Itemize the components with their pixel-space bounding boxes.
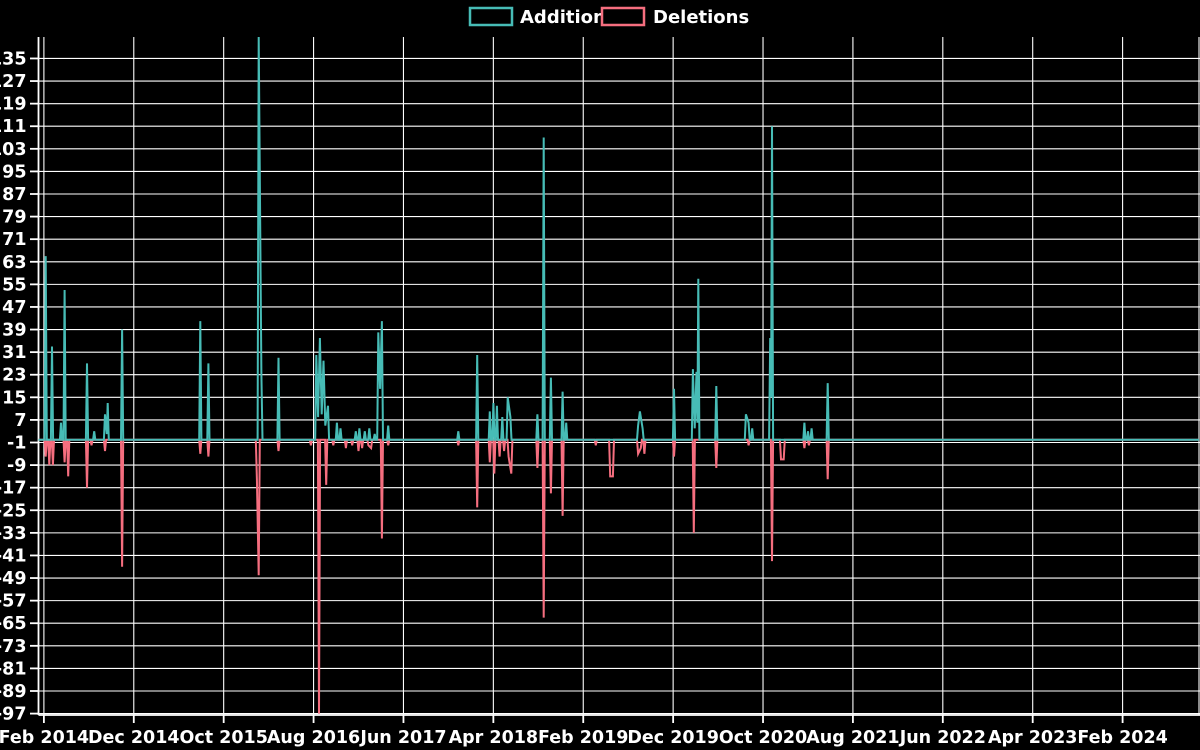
y-tick-label: 23 <box>2 366 26 386</box>
x-tick-label: Aug 2016 <box>267 728 360 748</box>
x-tick-label: Apr 2023 <box>988 728 1078 748</box>
y-tick-label: 127 <box>0 72 27 92</box>
legend-additions-label: Additions <box>520 7 617 28</box>
x-tick-label: Feb 2019 <box>538 728 628 748</box>
y-tick-label: -41 <box>0 546 27 566</box>
y-tick-label: 31 <box>2 343 26 363</box>
y-tick-label: 55 <box>2 275 26 295</box>
x-tick-label: Oct 2020 <box>719 728 807 748</box>
y-tick-label: -81 <box>0 659 27 679</box>
x-tick-label: Oct 2015 <box>179 728 267 748</box>
additions-line <box>38 36 1199 441</box>
y-tick-label: 79 <box>2 208 26 228</box>
axis-labels: -97-89-81-73-65-57-49-41-33-25-17-9-1715… <box>0 49 1168 748</box>
y-tick-label: -49 <box>0 569 27 589</box>
axes <box>30 37 1200 723</box>
x-tick-label: Dec 2014 <box>88 728 180 748</box>
deletions-line <box>38 438 1199 714</box>
y-tick-label: 95 <box>2 162 26 182</box>
x-tick-label: Aug 2021 <box>806 728 899 748</box>
x-tick-label: Feb 2024 <box>1077 728 1167 748</box>
x-tick-label: Feb 2014 <box>0 728 89 748</box>
y-tick-label: -89 <box>0 682 27 702</box>
x-tick-label: Dec 2019 <box>627 728 719 748</box>
y-tick-label: 7 <box>14 411 26 431</box>
y-tick-label: -1 <box>7 434 26 454</box>
y-tick-label: 15 <box>2 388 26 408</box>
legend-additions-swatch <box>468 6 514 27</box>
y-tick-label: 63 <box>2 253 26 273</box>
y-tick-label: -25 <box>0 501 27 521</box>
y-tick-label: 71 <box>2 230 26 250</box>
y-tick-label: 87 <box>2 185 26 205</box>
y-tick-label: -17 <box>0 479 27 499</box>
y-tick-label: 47 <box>2 298 26 318</box>
x-tick-label: Jun 2017 <box>359 728 446 748</box>
y-tick-label: -9 <box>7 456 26 476</box>
y-tick-label: -97 <box>0 705 27 725</box>
y-tick-label: -65 <box>0 614 27 634</box>
legend-deletions-label: Deletions <box>653 7 749 28</box>
y-tick-label: 103 <box>0 140 27 160</box>
x-tick-label: Apr 2018 <box>449 728 539 748</box>
legend-deletions-swatch <box>600 6 646 27</box>
legend: Additions Deletions <box>468 6 749 28</box>
y-tick-label: -57 <box>0 592 27 612</box>
series-lines <box>38 36 1199 714</box>
y-tick-label: -33 <box>0 524 27 544</box>
y-tick-label: -73 <box>0 637 27 657</box>
y-tick-label: 39 <box>2 321 26 341</box>
y-tick-label: 111 <box>0 117 27 137</box>
grid-lines <box>38 37 1200 715</box>
x-tick-label: Jun 2022 <box>899 728 986 748</box>
y-tick-label: 135 <box>0 49 27 69</box>
y-tick-label: 119 <box>0 95 27 115</box>
